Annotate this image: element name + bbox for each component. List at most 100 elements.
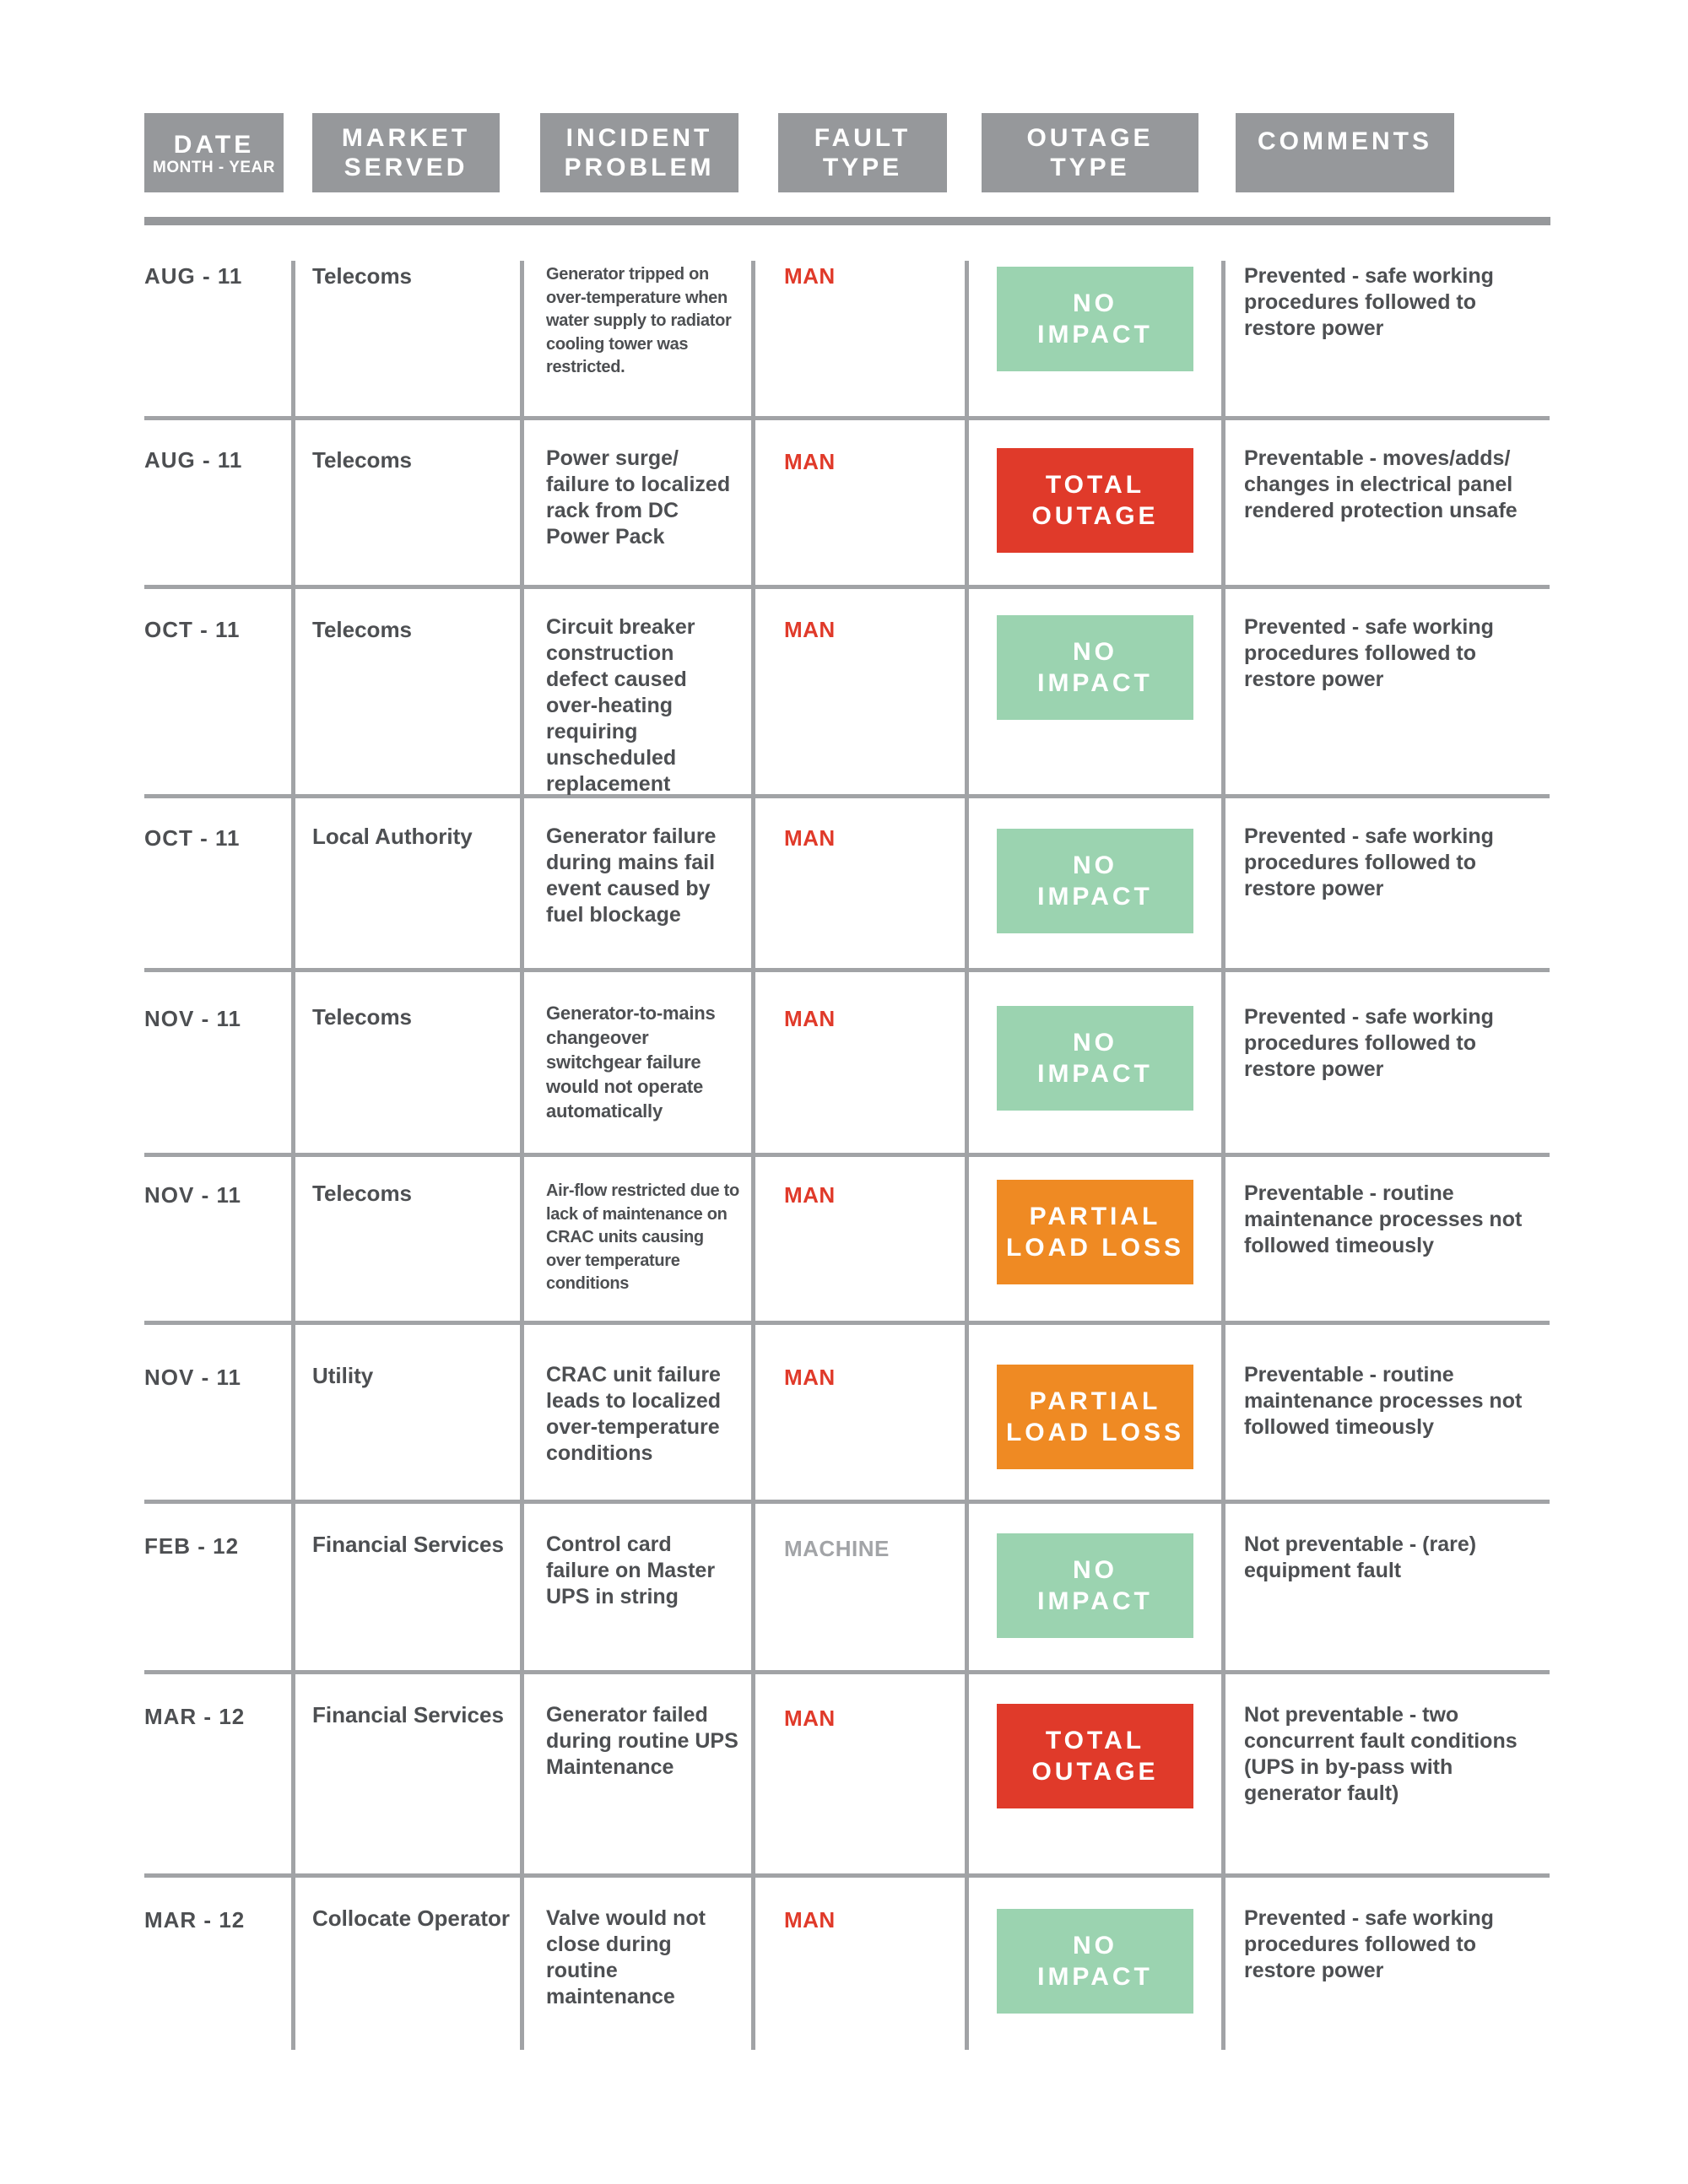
header-market-line2: SERVED bbox=[344, 154, 468, 181]
incident-cell: CRAC unit failure leads to localized ove… bbox=[546, 1363, 722, 1465]
outage-badge-line2: LOAD LOSS bbox=[1005, 1419, 1184, 1446]
outage-badge-no-impact: NO IMPACT bbox=[997, 1533, 1193, 1638]
comment-cell: Prevented - safe working procedures foll… bbox=[1244, 1906, 1494, 1982]
market-cell: Telecoms bbox=[312, 447, 413, 473]
row-divider bbox=[144, 585, 1550, 589]
header-incident: INCIDENT PROBLEM bbox=[540, 113, 738, 192]
fault-type-cell: MAN bbox=[784, 1182, 836, 1208]
fault-type-cell: MAN bbox=[784, 1907, 836, 1933]
outage-badge-total-outage: TOTAL OUTAGE bbox=[997, 1704, 1193, 1808]
header-date-label: DATE bbox=[173, 130, 255, 159]
market-cell: Telecoms bbox=[312, 617, 413, 642]
header-incident-line2: PROBLEM bbox=[564, 154, 715, 181]
outage-badge-line1: NO bbox=[1073, 1556, 1117, 1584]
header-outage-line1: OUTAGE bbox=[1026, 124, 1154, 152]
outage-badge-line1: PARTIAL bbox=[1029, 1387, 1161, 1415]
date-cell: MAR - 12 bbox=[144, 1907, 246, 1933]
comment-cell: Preventable - routine maintenance proces… bbox=[1244, 1363, 1523, 1439]
outage-badge-partial-load-loss: PARTIAL LOAD LOSS bbox=[997, 1365, 1193, 1469]
row-divider bbox=[144, 968, 1550, 972]
date-cell: OCT - 11 bbox=[144, 617, 241, 642]
outage-badge-partial-load-loss: PARTIAL LOAD LOSS bbox=[997, 1180, 1193, 1284]
fault-type-cell: MAN bbox=[784, 1006, 836, 1031]
market-cell: Collocate Operator bbox=[312, 1906, 511, 1931]
incident-cell: Air-flow restricted due to lack of maint… bbox=[546, 1181, 739, 1293]
date-cell: OCT - 11 bbox=[144, 825, 241, 851]
outage-badge-no-impact: NO IMPACT bbox=[997, 615, 1193, 720]
incident-cell: Control card failure on Master UPS in st… bbox=[546, 1533, 716, 1608]
fault-type-cell: MAN bbox=[784, 617, 836, 642]
incident-cell: Generator tripped on over-temperature wh… bbox=[546, 265, 732, 376]
incident-cell: Valve would not close during routine mai… bbox=[546, 1906, 706, 2008]
header-outage: OUTAGE TYPE bbox=[982, 113, 1198, 192]
date-cell: NOV - 11 bbox=[144, 1182, 241, 1208]
outage-badge-line2: IMPACT bbox=[1037, 321, 1153, 349]
outage-badge-line1: PARTIAL bbox=[1029, 1203, 1161, 1230]
outage-badge-line2: IMPACT bbox=[1037, 1060, 1153, 1088]
market-cell: Financial Services bbox=[312, 1532, 504, 1557]
header-fault: FAULT TYPE bbox=[778, 113, 947, 192]
row-divider bbox=[144, 416, 1550, 420]
header-fault-line1: FAULT bbox=[814, 124, 912, 152]
date-cell: NOV - 11 bbox=[144, 1365, 241, 1390]
incident-cell: Power surge/ failure to localized rack f… bbox=[546, 446, 731, 549]
header-market: MARKET SERVED bbox=[312, 113, 500, 192]
header-fault-line2: TYPE bbox=[822, 154, 903, 181]
outage-badge-line2: IMPACT bbox=[1037, 669, 1153, 697]
date-cell: MAR - 12 bbox=[144, 1704, 246, 1729]
comment-cell: Preventable - moves/adds/ changes in ele… bbox=[1244, 446, 1518, 522]
outage-badge-line1: NO bbox=[1073, 851, 1117, 879]
header-outage-line2: TYPE bbox=[1050, 154, 1130, 181]
market-cell: Telecoms bbox=[312, 1181, 413, 1206]
outage-badge-line2: IMPACT bbox=[1037, 1587, 1153, 1615]
market-cell: Financial Services bbox=[312, 1702, 504, 1727]
outage-badge-no-impact: NO IMPACT bbox=[997, 1006, 1193, 1111]
comment-cell: Prevented - safe working procedures foll… bbox=[1244, 264, 1494, 340]
row-divider bbox=[144, 1153, 1550, 1157]
comment-cell: Prevented - safe working procedures foll… bbox=[1244, 824, 1494, 900]
fault-type-cell: MAN bbox=[784, 449, 836, 474]
fault-type-cell: MAN bbox=[784, 263, 836, 289]
outage-badge-line1: NO bbox=[1073, 289, 1117, 317]
outage-badge-line1: NO bbox=[1073, 1029, 1117, 1057]
header-date-sublabel: MONTH - YEAR bbox=[153, 158, 275, 176]
outage-badge-line2: OUTAGE bbox=[1031, 502, 1159, 530]
comment-cell: Not preventable - two concurrent fault c… bbox=[1244, 1703, 1518, 1805]
row-divider bbox=[144, 794, 1550, 798]
incident-cell: Circuit breaker construction defect caus… bbox=[546, 615, 695, 796]
header-incident-line1: INCIDENT bbox=[565, 124, 713, 152]
comment-cell: Prevented - safe working procedures foll… bbox=[1244, 615, 1494, 691]
outage-badge-line2: IMPACT bbox=[1037, 1963, 1153, 1991]
header-date: DATE MONTH - YEAR bbox=[144, 113, 284, 192]
header-comments-label: COMMENTS bbox=[1258, 127, 1432, 155]
outage-badge-line1: TOTAL bbox=[1045, 1727, 1145, 1754]
incident-cell: Generator failure during mains fail even… bbox=[546, 824, 717, 927]
row-divider bbox=[144, 1321, 1550, 1325]
outage-badge-no-impact: NO IMPACT bbox=[997, 1909, 1193, 2014]
fault-type-cell: MAN bbox=[784, 1365, 836, 1390]
outage-badge-line1: NO bbox=[1073, 1932, 1117, 1960]
outage-badge-no-impact: NO IMPACT bbox=[997, 267, 1193, 371]
comment-cell: Preventable - routine maintenance proces… bbox=[1244, 1181, 1523, 1257]
date-cell: FEB - 12 bbox=[144, 1533, 240, 1559]
header-market-line1: MARKET bbox=[341, 124, 471, 152]
outage-badge-line2: LOAD LOSS bbox=[1005, 1234, 1184, 1262]
outage-badge-line2: IMPACT bbox=[1037, 883, 1153, 911]
comment-cell: Prevented - safe working procedures foll… bbox=[1244, 1005, 1494, 1081]
market-cell: Utility bbox=[312, 1363, 374, 1388]
market-cell: Telecoms bbox=[312, 263, 413, 289]
fault-type-cell: MAN bbox=[784, 825, 836, 851]
header-comments: COMMENTS bbox=[1236, 113, 1454, 192]
row-divider bbox=[144, 1500, 1550, 1504]
fault-type-cell: MACHINE bbox=[784, 1536, 890, 1561]
outage-badge-total-outage: TOTAL OUTAGE bbox=[997, 448, 1193, 553]
market-cell: Local Authority bbox=[312, 824, 473, 849]
incident-cell: Generator-to-mains changeover switchgear… bbox=[546, 1003, 716, 1122]
header-divider bbox=[144, 217, 1550, 225]
outage-badge-no-impact: NO IMPACT bbox=[997, 829, 1193, 933]
date-cell: NOV - 11 bbox=[144, 1006, 241, 1031]
incident-cell: Generator failed during routine UPS Main… bbox=[546, 1703, 738, 1779]
fault-type-cell: MAN bbox=[784, 1706, 836, 1731]
outage-badge-line1: NO bbox=[1073, 638, 1117, 666]
comment-cell: Not preventable - (rare) equipment fault bbox=[1244, 1533, 1477, 1582]
